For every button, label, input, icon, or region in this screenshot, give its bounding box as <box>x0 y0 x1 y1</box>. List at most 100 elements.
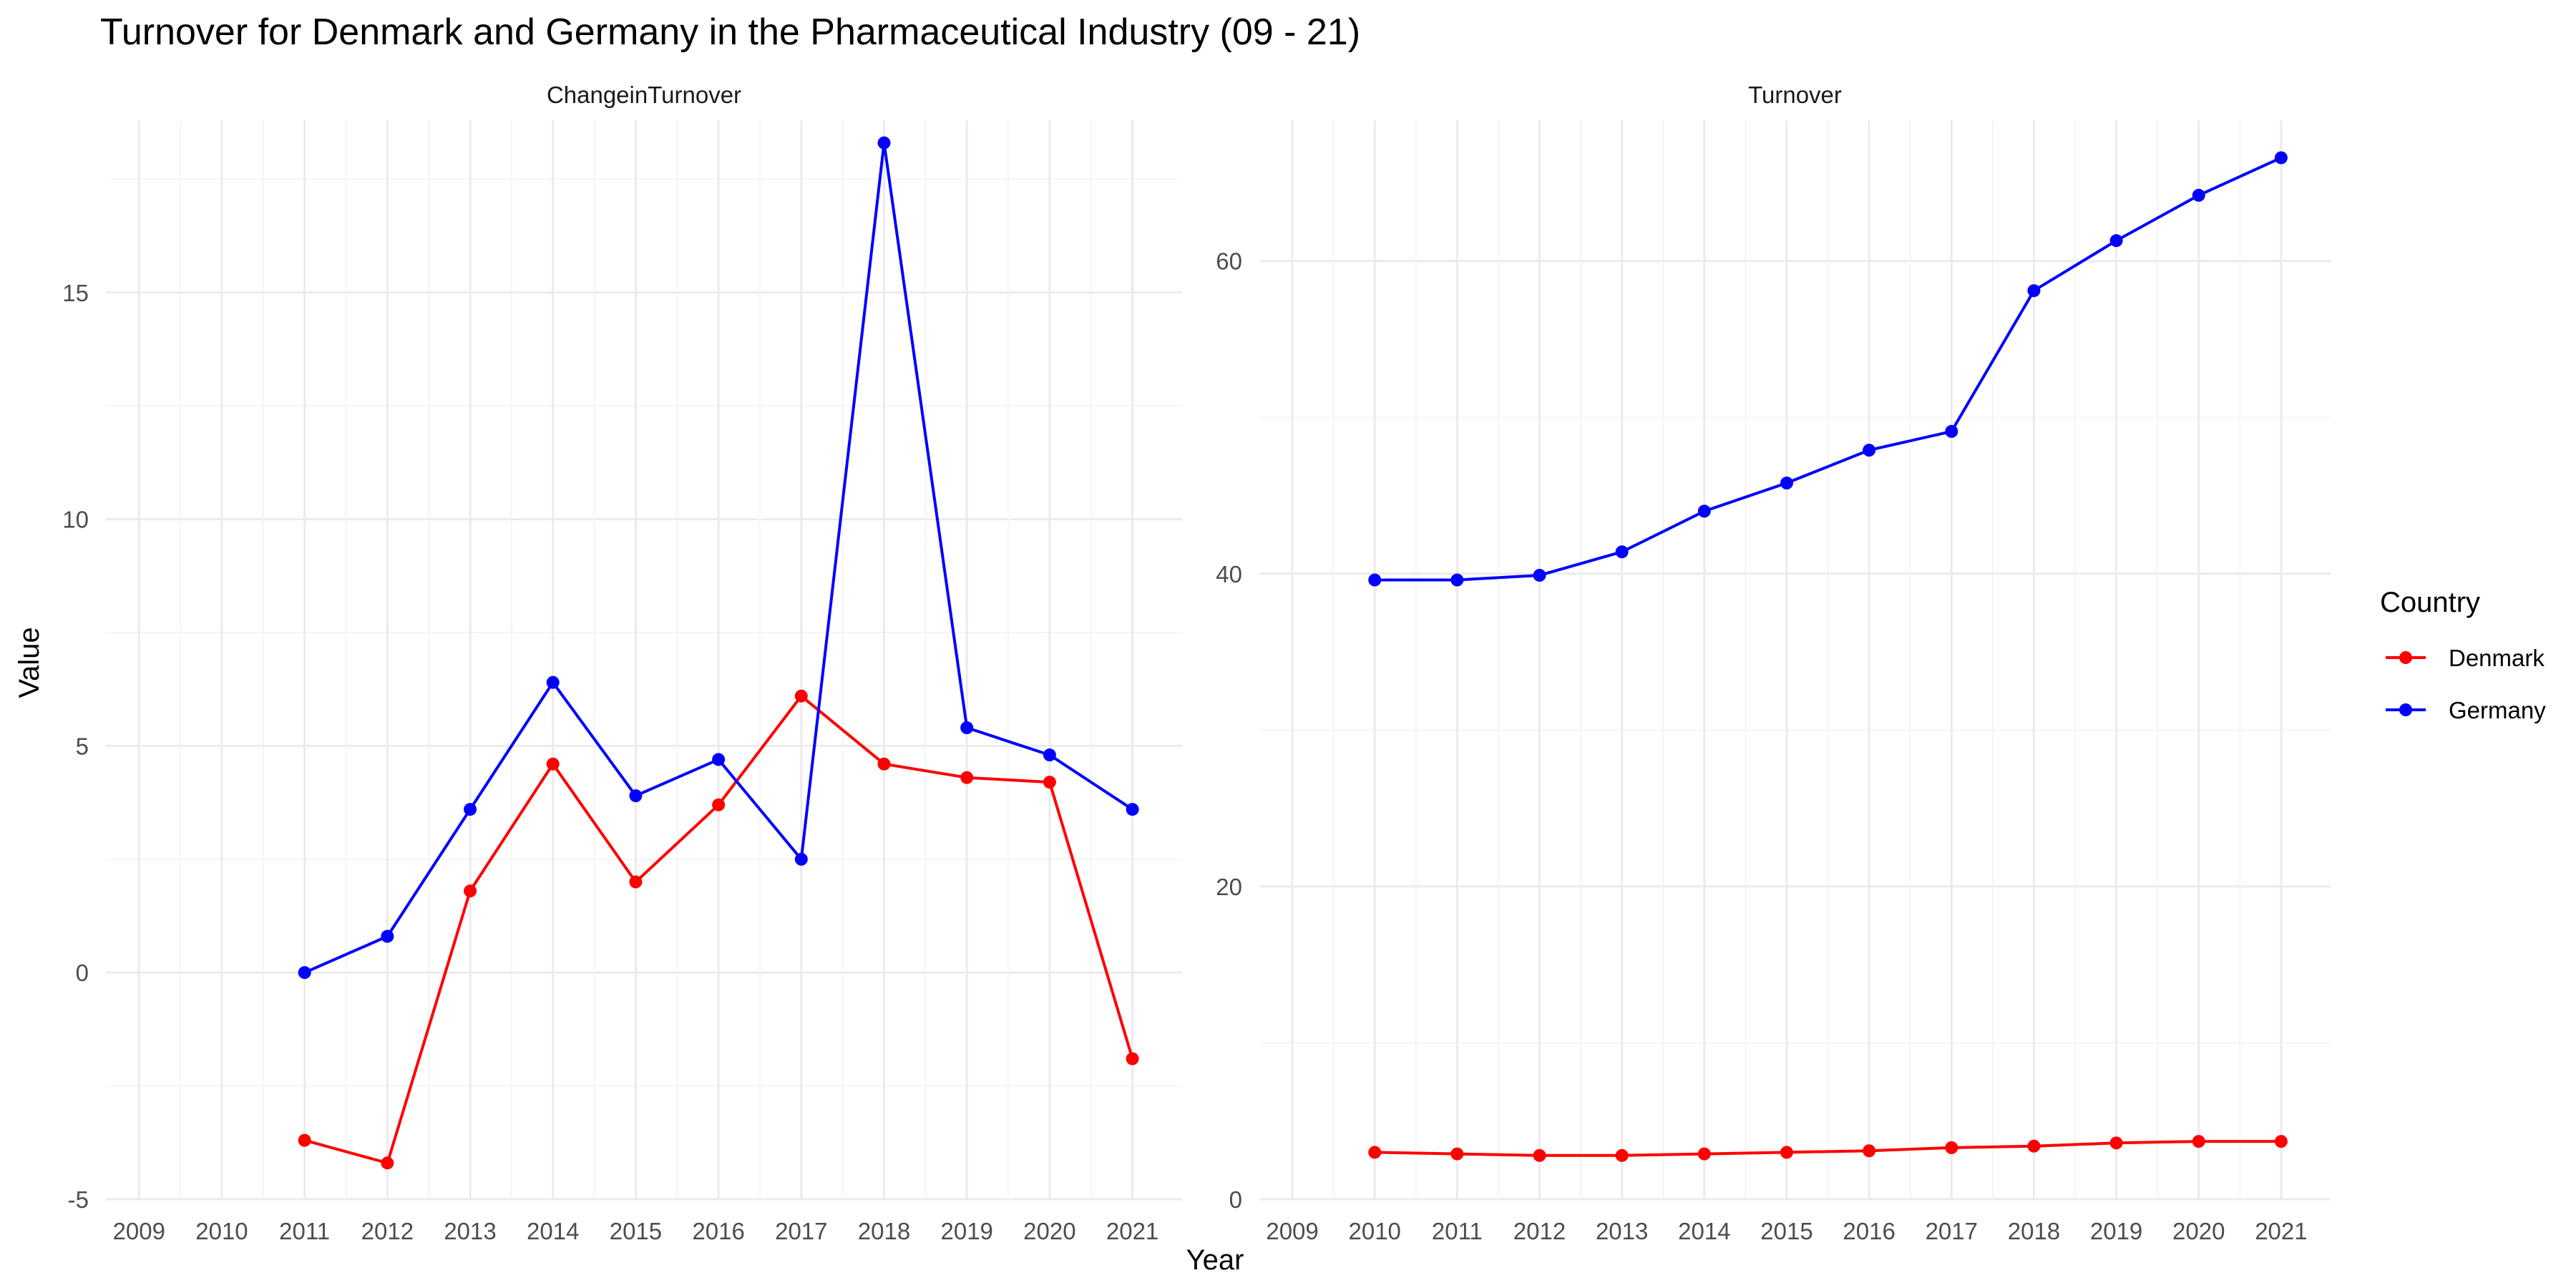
data-point-germany <box>1615 545 1629 559</box>
y-tick-label: 60 <box>1216 248 1242 275</box>
data-point-denmark <box>2192 1135 2205 1148</box>
grid <box>1259 120 2331 1201</box>
data-point-germany <box>1450 573 1464 587</box>
data-point-germany <box>381 930 394 943</box>
data-point-denmark <box>1697 1147 1711 1161</box>
data-point-germany <box>960 721 974 735</box>
data-point-germany <box>877 136 891 150</box>
data-point-germany <box>546 675 560 689</box>
data-point-denmark <box>2109 1136 2123 1150</box>
data-point-denmark <box>1368 1146 1382 1159</box>
data-point-denmark <box>712 798 726 811</box>
data-point-denmark <box>381 1156 394 1170</box>
data-point-denmark <box>1126 1052 1139 1065</box>
data-point-denmark <box>464 884 477 898</box>
x-tick-label: 2011 <box>1432 1218 1483 1244</box>
data-point-denmark <box>2027 1139 2041 1153</box>
data-point-denmark <box>1945 1141 1958 1154</box>
data-point-denmark <box>1533 1148 1546 1162</box>
data-point-denmark <box>877 757 891 771</box>
x-tick-label: 2014 <box>527 1218 579 1244</box>
data-point-denmark <box>298 1133 311 1147</box>
chart-panels: ChangeinTurnover -5 0 5 10 15 2009 2010 2011 2012… <box>62 82 2331 1244</box>
series-germany <box>298 136 1139 980</box>
x-tick-label: 2021 <box>2255 1218 2307 1244</box>
x-tick-label: 2017 <box>1926 1218 1978 1244</box>
panel-strip-label: ChangeinTurnover <box>547 82 741 108</box>
y-tick-label: 10 <box>62 507 89 533</box>
data-point-germany <box>1780 477 1793 490</box>
panel-changeinturnover: ChangeinTurnover -5 0 5 10 15 2009 2010 2011 2012… <box>62 82 1182 1244</box>
data-point-germany <box>1697 504 1711 518</box>
x-tick-label: 2016 <box>1843 1218 1895 1244</box>
data-point-germany <box>1863 444 1876 457</box>
data-point-germany <box>2274 151 2288 165</box>
y-tick-label: 40 <box>1216 561 1242 587</box>
x-tick-label: 2019 <box>2090 1218 2142 1244</box>
y-tick-label: 20 <box>1216 874 1242 900</box>
x-tick-label: 2020 <box>2172 1218 2225 1244</box>
y-tick-label: 15 <box>62 280 89 306</box>
legend-label: Denmark <box>2449 645 2545 671</box>
data-point-germany <box>1043 748 1056 762</box>
x-tick-label: 2017 <box>775 1218 827 1244</box>
data-point-denmark <box>546 757 560 771</box>
series-line-denmark <box>1375 1140 2281 1157</box>
data-point-denmark <box>2274 1135 2288 1148</box>
x-tick-label: 2009 <box>1266 1218 1318 1244</box>
x-tick-label: 2021 <box>1106 1218 1158 1244</box>
data-point-denmark <box>1863 1144 1876 1158</box>
legend-key-point <box>2399 703 2412 716</box>
data-point-germany <box>464 803 477 816</box>
panel-turnover: Turnover 0 20 40 60 2009 2010 2011 2012 2013 2014 2… <box>1216 82 2331 1244</box>
legend-label: Germany <box>2449 697 2546 723</box>
data-point-germany <box>1533 568 1546 582</box>
data-point-germany <box>1945 424 1958 438</box>
data-point-denmark <box>960 771 974 784</box>
data-point-germany <box>629 789 643 803</box>
legend-key-point <box>2399 651 2412 664</box>
data-point-denmark <box>794 689 808 703</box>
series-denmark <box>1368 1135 2288 1162</box>
x-tick-label: 2010 <box>195 1218 248 1244</box>
y-tick-label: -5 <box>68 1186 89 1213</box>
x-tick-label: 2010 <box>1349 1218 1401 1244</box>
legend-entry-germany: Germany <box>2386 697 2546 723</box>
data-point-denmark <box>1615 1148 1629 1162</box>
data-point-germany <box>794 852 808 866</box>
legend-title: Country <box>2380 587 2480 618</box>
x-tick-label: 2019 <box>940 1218 992 1244</box>
panel-strip-label: Turnover <box>1748 82 1842 108</box>
x-tick-label: 2011 <box>279 1218 330 1244</box>
data-point-germany <box>298 966 311 980</box>
x-tick-label: 2020 <box>1023 1218 1075 1244</box>
grid <box>106 120 1182 1201</box>
legend-entry-denmark: Denmark <box>2386 645 2545 671</box>
x-tick-label: 2015 <box>1760 1218 1813 1244</box>
data-point-germany <box>712 753 726 766</box>
x-tick-label: 2016 <box>692 1218 744 1244</box>
series-line-germany <box>1375 156 2282 582</box>
x-tick-label: 2018 <box>858 1218 910 1244</box>
data-point-germany <box>2027 284 2041 298</box>
y-tick-label: 5 <box>76 733 89 759</box>
x-tick-label: 2009 <box>113 1218 165 1244</box>
chart-title: Turnover for Denmark and Germany in the … <box>100 11 1360 53</box>
data-point-germany <box>2192 188 2205 202</box>
series-germany <box>1368 151 2288 587</box>
x-tick-label: 2014 <box>1678 1218 1730 1244</box>
x-axis-title: Year <box>1186 1244 1244 1276</box>
data-point-germany <box>2109 234 2123 248</box>
y-tick-label: 0 <box>1229 1186 1242 1213</box>
data-point-germany <box>1368 573 1382 587</box>
y-tick-label: 0 <box>76 960 89 986</box>
x-tick-label: 2012 <box>361 1218 414 1244</box>
legend: Country Denmark Germany <box>2380 587 2546 723</box>
data-point-denmark <box>1780 1146 1793 1159</box>
data-point-denmark <box>1450 1147 1464 1161</box>
data-point-denmark <box>1043 776 1056 789</box>
y-axis-title: Value <box>14 627 45 698</box>
x-tick-label: 2013 <box>1596 1218 1648 1244</box>
data-point-denmark <box>629 875 643 889</box>
